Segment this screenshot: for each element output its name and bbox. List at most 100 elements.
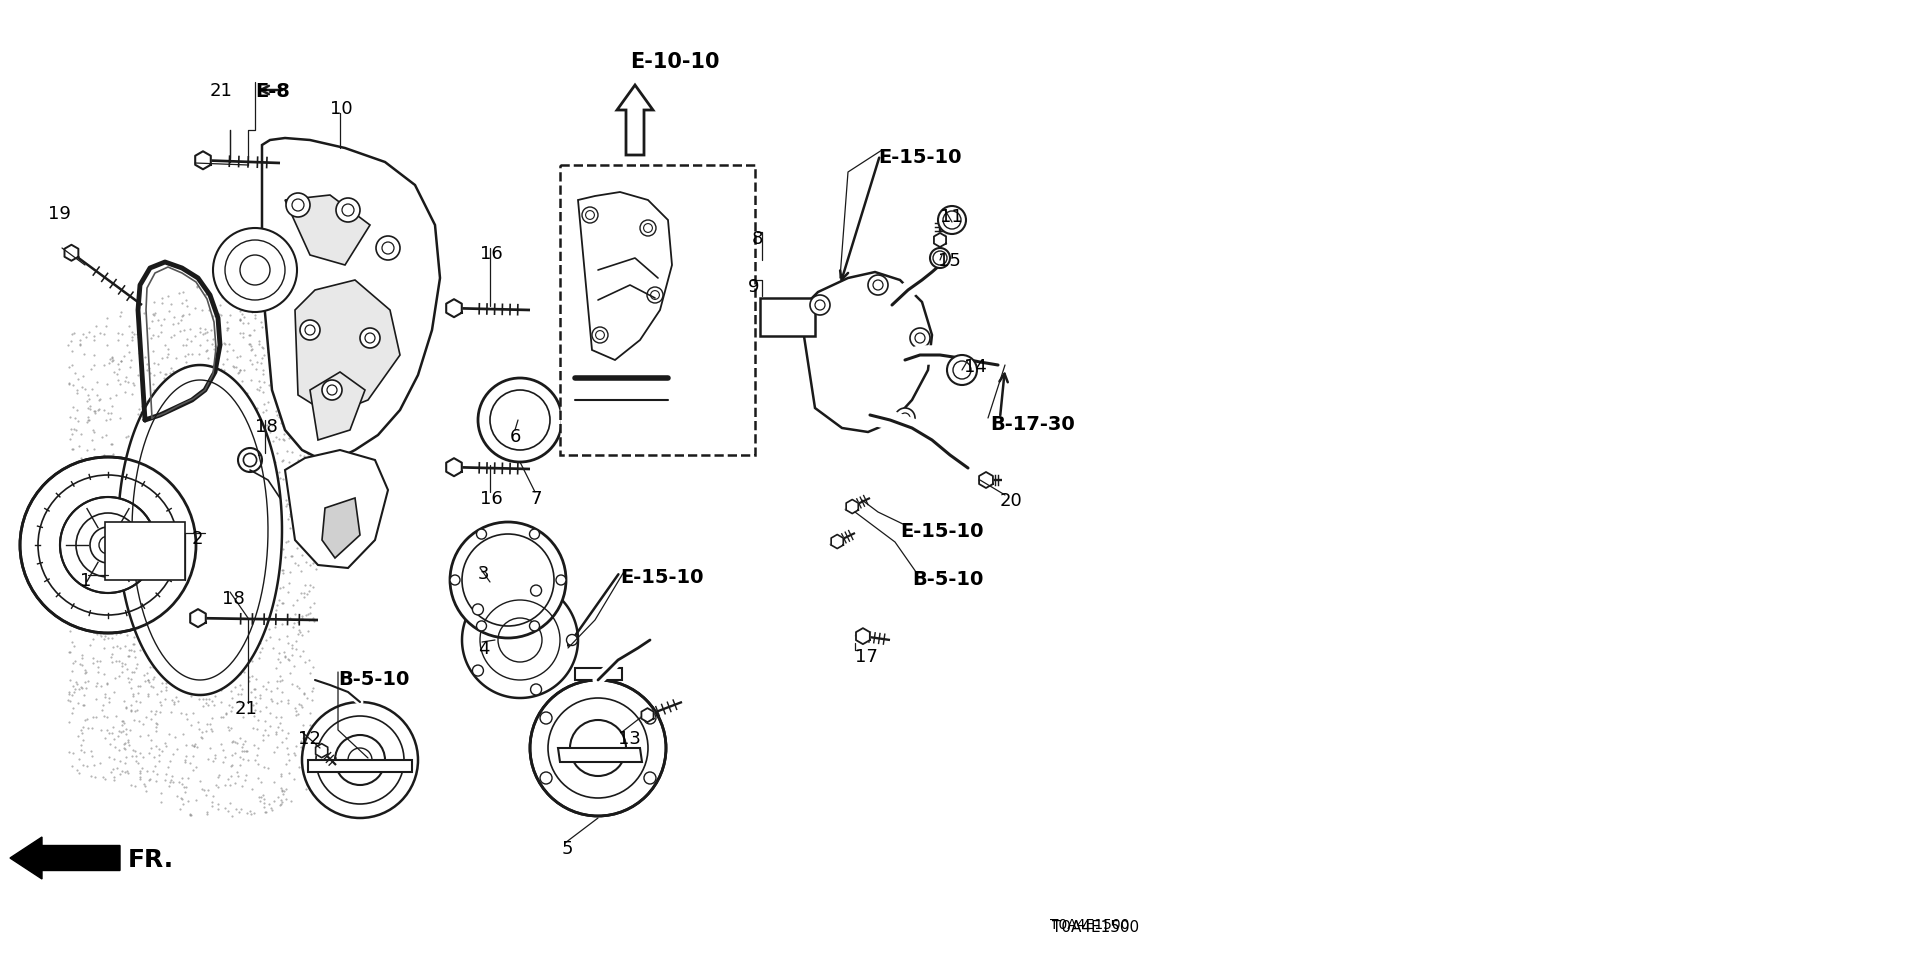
Text: E-15-10: E-15-10: [900, 522, 983, 541]
Text: 16: 16: [480, 490, 503, 508]
Bar: [760, 298, 814, 336]
Polygon shape: [261, 138, 440, 460]
Circle shape: [810, 295, 829, 315]
Circle shape: [530, 684, 541, 695]
Polygon shape: [309, 372, 365, 440]
Polygon shape: [315, 744, 328, 757]
Text: 10: 10: [330, 100, 353, 118]
Circle shape: [472, 604, 484, 615]
Text: 13: 13: [618, 730, 641, 748]
Circle shape: [213, 228, 298, 312]
Circle shape: [910, 328, 929, 348]
Text: 3: 3: [478, 565, 490, 583]
Text: 20: 20: [1000, 492, 1023, 510]
Polygon shape: [847, 499, 858, 514]
Text: T0A4E1500: T0A4E1500: [1052, 920, 1139, 935]
Circle shape: [323, 380, 342, 400]
Circle shape: [301, 702, 419, 818]
Text: 16: 16: [480, 245, 503, 263]
Polygon shape: [831, 535, 843, 548]
Polygon shape: [641, 708, 653, 722]
Text: B-5-10: B-5-10: [338, 670, 409, 689]
Circle shape: [643, 712, 657, 724]
Polygon shape: [190, 610, 205, 627]
Circle shape: [643, 772, 657, 784]
Text: 19: 19: [48, 205, 71, 223]
Text: E-15-10: E-15-10: [620, 568, 703, 587]
Circle shape: [540, 772, 553, 784]
Circle shape: [449, 575, 461, 585]
Text: FR.: FR.: [129, 848, 175, 872]
Text: 1: 1: [81, 572, 92, 590]
FancyArrow shape: [10, 837, 119, 879]
Circle shape: [530, 529, 540, 540]
Polygon shape: [578, 192, 672, 360]
Polygon shape: [574, 668, 622, 680]
Polygon shape: [323, 498, 361, 558]
Polygon shape: [856, 628, 870, 644]
Text: 18: 18: [255, 418, 278, 436]
Text: B-17-30: B-17-30: [991, 415, 1075, 434]
Text: 4: 4: [478, 640, 490, 658]
Circle shape: [472, 665, 484, 676]
Circle shape: [300, 320, 321, 340]
Text: 17: 17: [854, 648, 877, 666]
Polygon shape: [559, 748, 641, 762]
Polygon shape: [284, 450, 388, 568]
Polygon shape: [979, 472, 993, 488]
Circle shape: [895, 408, 916, 428]
Text: E-8: E-8: [255, 82, 290, 101]
Text: 21: 21: [209, 82, 232, 100]
Circle shape: [60, 497, 156, 593]
Text: T0A4E1500: T0A4E1500: [1050, 918, 1129, 932]
Text: B-5-10: B-5-10: [912, 570, 983, 589]
FancyArrow shape: [616, 85, 653, 155]
Text: E-10-10: E-10-10: [630, 52, 720, 72]
Polygon shape: [117, 365, 282, 695]
Circle shape: [476, 621, 486, 631]
Circle shape: [19, 457, 196, 633]
Circle shape: [449, 522, 566, 638]
Circle shape: [939, 206, 966, 234]
Circle shape: [530, 621, 540, 631]
Text: 2: 2: [192, 530, 204, 548]
Circle shape: [868, 275, 887, 295]
Text: 11: 11: [941, 208, 962, 226]
Circle shape: [540, 712, 553, 724]
Text: 21: 21: [234, 700, 257, 718]
Text: 5: 5: [563, 840, 574, 858]
Circle shape: [530, 585, 541, 596]
Text: 8: 8: [753, 230, 764, 248]
Text: 14: 14: [964, 358, 987, 376]
Circle shape: [376, 236, 399, 260]
Circle shape: [286, 193, 309, 217]
Text: 7: 7: [530, 490, 541, 508]
Bar: [561, 165, 755, 455]
Circle shape: [336, 198, 361, 222]
Polygon shape: [445, 300, 463, 317]
Polygon shape: [196, 152, 211, 169]
Circle shape: [530, 680, 666, 816]
Text: 6: 6: [511, 428, 522, 446]
Circle shape: [476, 529, 486, 540]
Circle shape: [566, 635, 578, 645]
Circle shape: [557, 575, 566, 585]
Circle shape: [361, 328, 380, 348]
Text: 15: 15: [939, 252, 960, 270]
Polygon shape: [296, 280, 399, 415]
Text: 12: 12: [298, 730, 321, 748]
Polygon shape: [933, 233, 947, 247]
Text: E-15-10: E-15-10: [877, 148, 962, 167]
Text: 9: 9: [749, 278, 760, 296]
Polygon shape: [307, 760, 413, 772]
Polygon shape: [801, 272, 931, 432]
Polygon shape: [284, 195, 371, 265]
Text: 18: 18: [223, 590, 244, 608]
Bar: [106, 522, 184, 580]
Polygon shape: [463, 582, 578, 698]
Circle shape: [929, 248, 950, 268]
Polygon shape: [65, 245, 79, 261]
Polygon shape: [445, 458, 463, 476]
Circle shape: [947, 355, 977, 385]
Circle shape: [478, 378, 563, 462]
